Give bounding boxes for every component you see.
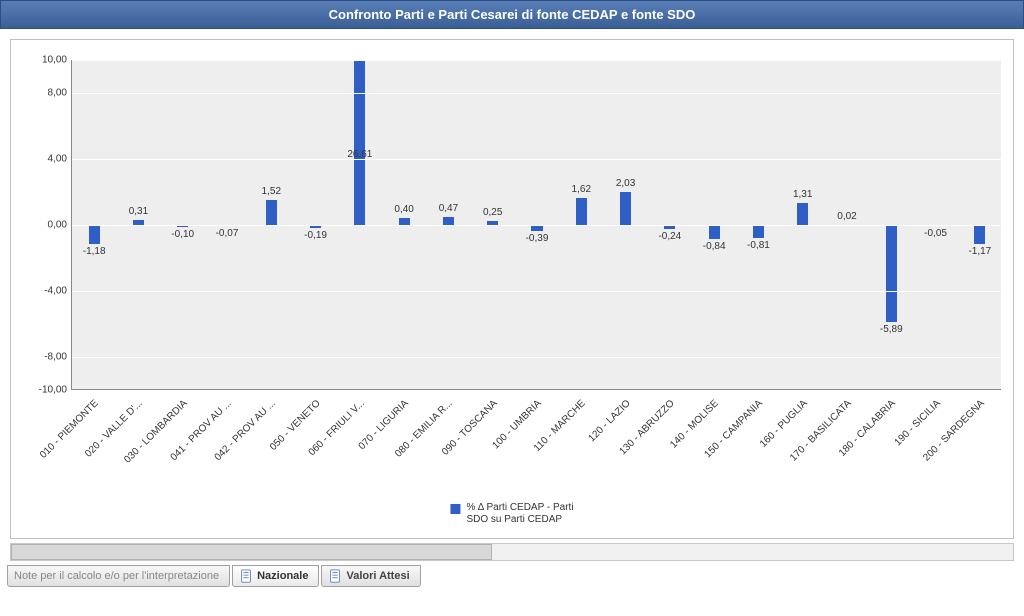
bar-value-label: -1,18 bbox=[83, 246, 106, 257]
gridline bbox=[72, 357, 1001, 358]
bar-value-label: -0,10 bbox=[171, 229, 194, 240]
gridline bbox=[72, 291, 1001, 292]
bar bbox=[443, 217, 454, 225]
bar-value-label: -0,84 bbox=[703, 241, 726, 252]
chart-container: -1,180,31-0,10-0,071,52-0,1926,610,400,4… bbox=[10, 39, 1014, 539]
tab-nazionale-label: Nazionale bbox=[257, 570, 308, 582]
legend: % Δ Parti CEDAP - PartiSDO su Parti CEDA… bbox=[450, 502, 573, 526]
bar-value-label: 1,31 bbox=[793, 189, 812, 200]
bar-value-label: -5,89 bbox=[880, 324, 903, 335]
bar bbox=[974, 225, 985, 244]
y-tick-label: 0,00 bbox=[23, 220, 67, 231]
plot-area: -1,180,31-0,10-0,071,52-0,1926,610,400,4… bbox=[71, 60, 1001, 390]
bar bbox=[266, 200, 277, 225]
bar bbox=[576, 198, 587, 225]
document-icon bbox=[239, 569, 253, 583]
tab-valori-attesi[interactable]: Valori Attesi bbox=[321, 565, 420, 587]
bar bbox=[89, 225, 100, 244]
bar-value-label: 0,40 bbox=[394, 204, 413, 215]
tab-note-label: Note per il calcolo e/o per l'interpreta… bbox=[14, 570, 219, 582]
y-tick-label: -10,00 bbox=[23, 385, 67, 396]
sheet-tabs: Note per il calcolo e/o per l'interpreta… bbox=[7, 565, 1017, 587]
y-tick-label: 4,00 bbox=[23, 154, 67, 165]
horizontal-scrollbar[interactable] bbox=[10, 543, 1014, 561]
bar-value-label: 0,02 bbox=[837, 211, 856, 222]
scrollbar-thumb[interactable] bbox=[11, 544, 492, 560]
y-tick-label: -4,00 bbox=[23, 286, 67, 297]
bar-value-label: -0,07 bbox=[216, 228, 239, 239]
bar bbox=[886, 225, 897, 322]
x-tick-label: 120 - LAZIO bbox=[586, 398, 632, 444]
legend-swatch bbox=[450, 504, 460, 514]
bar-value-label: -1,17 bbox=[968, 246, 991, 257]
bar-value-label: 2,03 bbox=[616, 178, 635, 189]
tab-nazionale[interactable]: Nazionale bbox=[232, 565, 319, 587]
y-tick-label: 10,00 bbox=[23, 55, 67, 66]
legend-text: % Δ Parti CEDAP - PartiSDO su Parti CEDA… bbox=[466, 502, 573, 526]
chart-title: Confronto Parti e Parti Cesarei di fonte… bbox=[329, 7, 696, 22]
bar-value-label: -0,05 bbox=[924, 228, 947, 239]
bar-value-label: 1,62 bbox=[572, 184, 591, 195]
tab-valori-attesi-label: Valori Attesi bbox=[346, 570, 409, 582]
bar-value-label: -0,39 bbox=[526, 233, 549, 244]
gridline bbox=[72, 225, 1001, 226]
bar bbox=[399, 218, 410, 225]
bar-value-label: -0,19 bbox=[304, 230, 327, 241]
gridline bbox=[72, 159, 1001, 160]
bar-value-label: -0,81 bbox=[747, 240, 770, 251]
bar-value-label: 1,52 bbox=[262, 186, 281, 197]
chart-title-bar: Confronto Parti e Parti Cesarei di fonte… bbox=[0, 0, 1024, 29]
y-tick-label: 8,00 bbox=[23, 88, 67, 99]
bar-value-label: 0,25 bbox=[483, 207, 502, 218]
bar-value-label: 0,47 bbox=[439, 203, 458, 214]
x-axis-labels: 010 - PIEMONTE020 - VALLE D'...030 - LOM… bbox=[71, 390, 1001, 480]
bar bbox=[620, 192, 631, 225]
bar-value-label: -0,24 bbox=[658, 231, 681, 242]
document-icon bbox=[328, 569, 342, 583]
bar-value-label: 0,31 bbox=[129, 206, 148, 217]
gridline bbox=[72, 93, 1001, 94]
bar bbox=[709, 225, 720, 239]
y-tick-label: -8,00 bbox=[23, 352, 67, 363]
gridline bbox=[72, 60, 1001, 61]
bar bbox=[354, 60, 365, 225]
bar bbox=[753, 225, 764, 238]
tab-note[interactable]: Note per il calcolo e/o per l'interpreta… bbox=[7, 565, 230, 587]
bar bbox=[797, 203, 808, 225]
